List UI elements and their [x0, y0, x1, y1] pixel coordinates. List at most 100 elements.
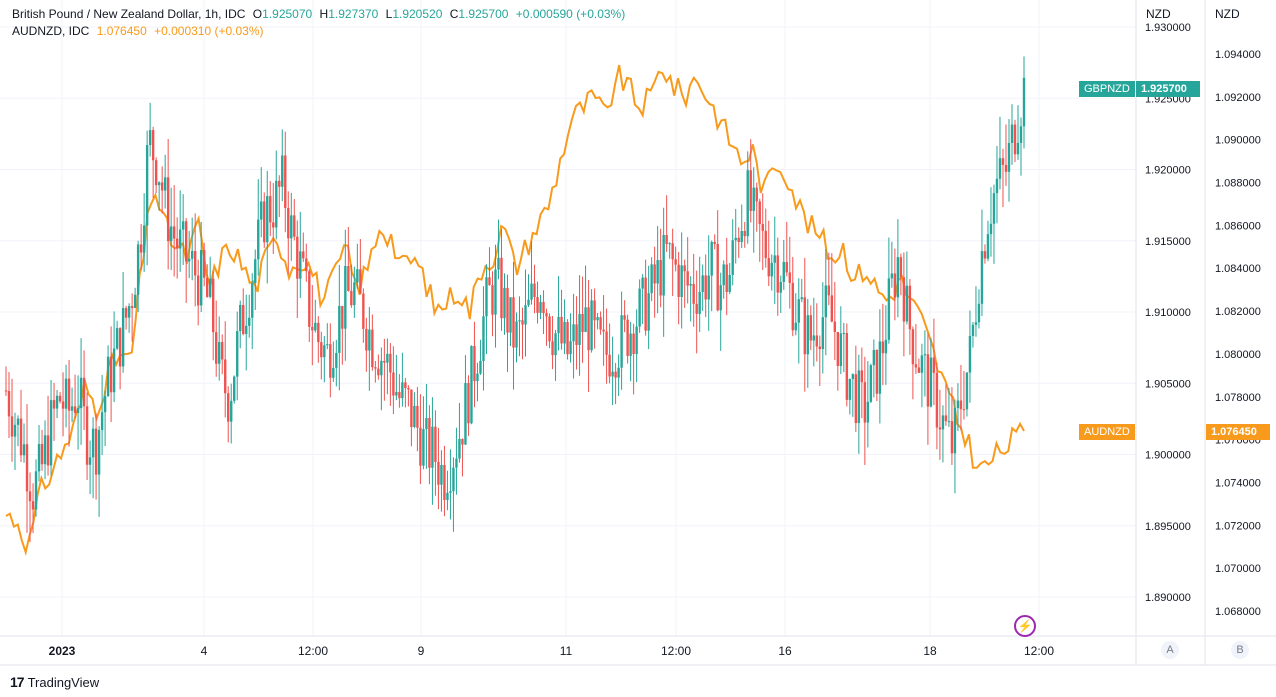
candle-body — [563, 322, 566, 344]
candle-body — [494, 269, 497, 315]
candle-body — [1016, 142, 1020, 155]
candle-body — [4, 390, 8, 392]
candle-body — [767, 258, 770, 277]
candle-body — [539, 302, 542, 313]
candle-body — [163, 177, 167, 191]
candle-body — [506, 287, 509, 333]
candle-body — [154, 160, 158, 186]
gbpnzd-candles — [4, 56, 1026, 543]
candle-body — [166, 177, 170, 242]
candle-body — [61, 401, 65, 409]
candle-body — [380, 360, 383, 376]
candle-body — [473, 345, 476, 382]
candle-body — [287, 207, 290, 239]
candle-body — [293, 215, 296, 237]
candle-body — [950, 421, 954, 454]
candle-body — [398, 391, 401, 399]
candle-body — [212, 278, 215, 333]
legend-high: 1.927370 — [328, 7, 379, 21]
candle-body — [557, 316, 560, 334]
right-tick-label: 1.092000 — [1215, 92, 1261, 104]
candle-body — [512, 297, 515, 348]
candle-body — [290, 215, 293, 239]
left-tick-label: 1.920000 — [1145, 165, 1191, 177]
candle-body — [614, 371, 617, 378]
right-tick-label: 1.084000 — [1215, 263, 1261, 275]
candle-body — [488, 277, 491, 286]
candle-body — [434, 426, 437, 462]
candle-body — [809, 315, 812, 341]
candle-body — [653, 264, 656, 284]
candle-body — [995, 178, 999, 194]
candle-body — [773, 255, 776, 263]
candle-body — [695, 303, 698, 314]
time-axis: 2023 4 12:00 9 11 12:00 16 18 12:00 — [49, 644, 1055, 658]
legend-audnzd[interactable]: AUDNZD, IDC 1.076450 +0.000310 (+0.03%) — [12, 24, 268, 38]
candle-body — [413, 405, 416, 427]
candle-body — [932, 357, 936, 373]
candle-body — [926, 354, 930, 407]
candle-body — [242, 304, 245, 335]
legend-low: 1.920520 — [392, 7, 443, 21]
candle-body — [923, 354, 927, 356]
candle-body — [638, 288, 641, 327]
candle-body — [311, 326, 314, 331]
candle-body — [548, 316, 551, 342]
candle-body — [533, 283, 536, 298]
scale-b-button[interactable]: B — [1231, 641, 1249, 659]
candle-body — [404, 382, 407, 389]
candle-body — [659, 260, 662, 296]
candle-body — [236, 331, 239, 377]
candle-body — [91, 428, 95, 458]
candle-body — [791, 282, 794, 331]
candle-body — [830, 295, 834, 322]
legend-symbol-2: AUDNZD, IDC — [12, 24, 90, 38]
candle-body — [509, 297, 512, 333]
candle-body — [257, 219, 260, 260]
candle-body — [281, 155, 284, 187]
candle-body — [755, 187, 758, 202]
candle-body — [617, 367, 620, 378]
candle-body — [788, 272, 791, 283]
candle-body — [395, 391, 398, 396]
candle-body — [719, 285, 722, 311]
candle-body — [160, 182, 164, 191]
candle-body — [734, 237, 737, 241]
candle-body — [455, 458, 458, 468]
candle-body — [971, 324, 975, 336]
candle-body — [422, 429, 425, 466]
candle-body — [184, 221, 188, 262]
legend-value-2: 1.076450 — [96, 24, 147, 38]
candle-body — [58, 395, 62, 402]
candle-body — [779, 281, 782, 293]
candle-body — [443, 464, 446, 500]
candle-body — [43, 435, 47, 465]
candle-body — [239, 304, 242, 332]
candle-body — [854, 374, 858, 424]
auto-scale-button[interactable]: A — [1161, 641, 1179, 659]
candle-body — [10, 416, 14, 437]
candle-body — [812, 335, 815, 341]
candle-body — [785, 262, 788, 273]
candle-body — [151, 130, 155, 161]
candle-body — [224, 359, 227, 394]
candle-body — [632, 333, 635, 355]
left-tick-label: 1.895000 — [1145, 521, 1191, 533]
candle-body — [13, 424, 17, 437]
legend-gbpnzd[interactable]: British Pound / New Zealand Dollar, 1h, … — [12, 7, 633, 21]
candle-body — [713, 241, 716, 244]
lightning-icon[interactable]: ⚡ — [1014, 615, 1036, 637]
candle-body — [359, 269, 362, 294]
candle-body — [716, 243, 719, 311]
right-tick-label: 1.086000 — [1215, 220, 1261, 232]
audnzd-series — [5, 64, 1025, 556]
candle-body — [1019, 126, 1023, 143]
tradingview-branding[interactable]: 17 TradingView — [10, 674, 99, 690]
candle-body — [623, 315, 626, 320]
candle-body — [407, 388, 410, 390]
candle-body — [55, 395, 59, 409]
candle-body — [764, 230, 767, 259]
candle-body — [464, 383, 467, 445]
audnzd-price-badge: 1.076450 — [1206, 424, 1270, 440]
